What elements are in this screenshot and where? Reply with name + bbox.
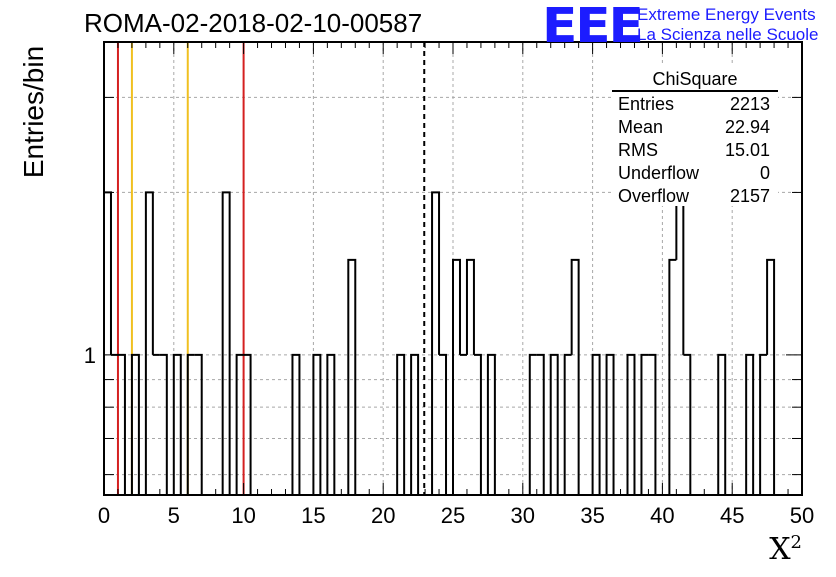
histogram-bin — [347, 258, 357, 495]
x-tick-label: 45 — [720, 503, 744, 528]
stats-box — [612, 66, 778, 206]
histogram-bin — [536, 353, 545, 495]
histogram-bin — [452, 258, 461, 495]
histogram-bin — [648, 353, 657, 495]
histogram-bin — [291, 353, 301, 495]
stats-box-title: ChiSquare — [652, 69, 737, 89]
histogram-bin — [549, 353, 559, 495]
x-axis-label: X2 — [769, 532, 802, 567]
x-tick-label: 25 — [441, 503, 465, 528]
histogram-bin — [221, 191, 231, 495]
histogram-bin — [528, 353, 537, 495]
histogram-bin — [144, 191, 154, 495]
histogram-bin — [486, 353, 496, 495]
x-tick-label: 20 — [371, 503, 395, 528]
y-tick-label: 1 — [84, 343, 96, 368]
x-tick-label: 0 — [98, 503, 110, 528]
x-tick-label: 5 — [168, 503, 180, 528]
histogram-bin — [172, 353, 182, 495]
histogram-bin — [717, 353, 727, 495]
histogram-bin — [626, 353, 636, 495]
histogram-bin — [159, 353, 168, 495]
stats-value-mean: 22.94 — [725, 117, 770, 137]
histogram-bin — [563, 353, 572, 495]
histogram-bin — [640, 353, 649, 495]
histogram-bin — [591, 353, 601, 495]
histogram-bin — [745, 353, 755, 495]
x-tick-label: 40 — [650, 503, 674, 528]
histogram-bin — [570, 258, 580, 495]
stats-label-underflow: Underflow — [618, 163, 700, 183]
histogram-bin — [675, 191, 685, 355]
eee-logo: EEE Extreme Energy Events La Scienza nel… — [542, 0, 832, 54]
stats-value-overflow: 2157 — [730, 186, 770, 206]
logo-line-1: Extreme Energy Events — [637, 5, 816, 24]
x-tick-label: 50 — [790, 503, 814, 528]
histogram-bin — [186, 353, 195, 495]
histogram-bin — [668, 258, 677, 495]
chart-title: ROMA-02-2018-02-10-00587 — [84, 8, 423, 38]
x-tick-label: 30 — [511, 503, 535, 528]
histogram-bin — [473, 353, 482, 495]
logo-line-2: La Scienza nelle Scuole — [637, 25, 819, 44]
stats-label-entries: Entries — [618, 94, 674, 114]
histogram-bin — [683, 353, 692, 495]
logo-mark: EEE — [542, 0, 644, 54]
histogram-bin — [312, 353, 322, 495]
histogram-bin — [605, 353, 615, 495]
x-axis-label-base: X — [769, 532, 791, 567]
stats-label-rms: RMS — [618, 140, 658, 160]
histogram-bin — [410, 353, 420, 495]
histogram-bin — [766, 258, 776, 495]
stats-label-mean: Mean — [618, 117, 663, 137]
histogram-bin — [117, 353, 126, 495]
histogram-bin — [759, 353, 768, 495]
histogram-bin — [465, 258, 475, 355]
stats-value-rms: 15.01 — [725, 140, 770, 160]
y-axis-label: Entries/bin — [18, 45, 49, 179]
x-axis-label-sup: 2 — [790, 532, 802, 553]
stats-value-underflow: 0 — [760, 163, 770, 183]
histogram-bin — [130, 353, 140, 495]
x-tick-label: 35 — [580, 503, 604, 528]
histogram-bin — [326, 353, 336, 495]
x-tick-label: 15 — [301, 503, 325, 528]
histogram-bin — [235, 353, 244, 495]
stats-value-entries: 2213 — [730, 94, 770, 114]
histogram-bin — [431, 191, 441, 495]
stats-label-overflow: Overflow — [618, 186, 690, 206]
histogram-bin — [396, 353, 406, 495]
histogram-bin — [194, 353, 203, 495]
histogram-bin — [243, 353, 252, 495]
histogram-bin — [439, 353, 448, 495]
x-tick-label: 10 — [231, 503, 255, 528]
histogram-bin — [103, 191, 112, 495]
